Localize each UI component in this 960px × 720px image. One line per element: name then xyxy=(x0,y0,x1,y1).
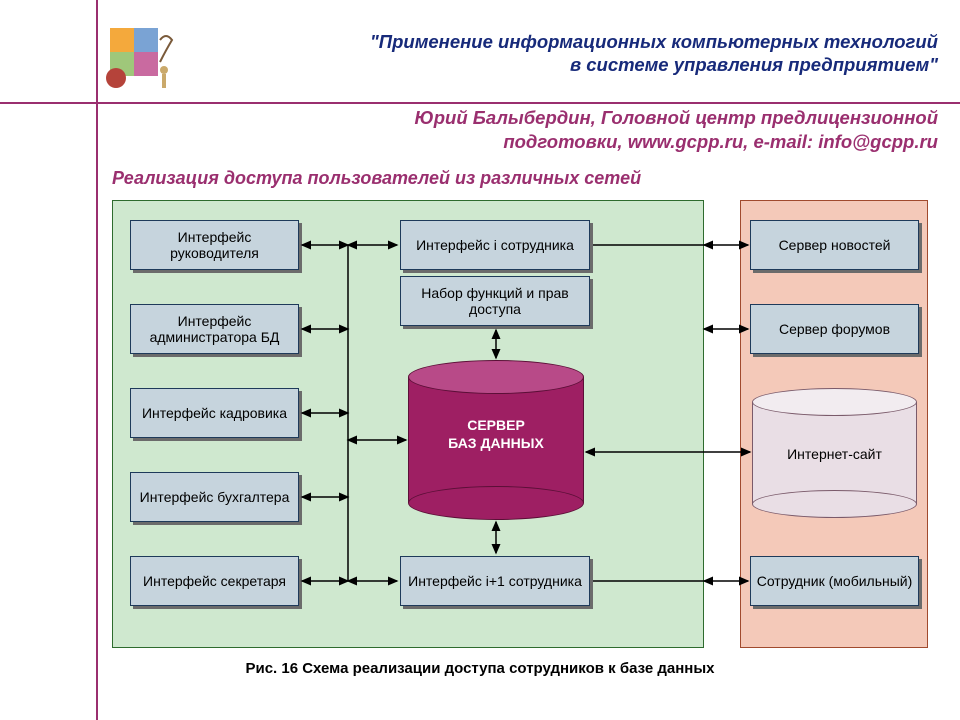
author-line1: Юрий Балыбердин, Головной центр предлице… xyxy=(414,107,938,128)
author-line2: подготовки, www.gcpp.ru, e-mail: info@gc… xyxy=(503,131,938,152)
box-interface-hr: Интерфейс кадровика xyxy=(130,388,299,438)
label: Набор функций и прав доступа xyxy=(405,285,585,317)
label: Сервер форумов xyxy=(779,321,890,337)
logo-icon xyxy=(100,20,180,98)
box-interface-manager: Интерфейс руководителя xyxy=(130,220,299,270)
box-mobile-employee: Сотрудник (мобильный) xyxy=(750,556,919,606)
label: Сотрудник (мобильный) xyxy=(757,573,913,589)
label: Интерфейс i+1 сотрудника xyxy=(408,573,582,589)
label: Интерфейс руководителя xyxy=(135,229,294,261)
site-label: Интернет-сайт xyxy=(787,446,882,462)
label: Интерфейс i сотрудника xyxy=(416,237,574,253)
box-interface-employee-i: Интерфейс i сотрудника xyxy=(400,220,590,270)
site-cylinder: Интернет-сайт xyxy=(752,388,917,518)
figure-caption: Рис. 16 Схема реализации доступа сотрудн… xyxy=(0,660,960,677)
label: Интерфейс кадровика xyxy=(142,405,287,421)
box-access-rights: Набор функций и прав доступа xyxy=(400,276,590,326)
page-title: "Применение информационных компьютерных … xyxy=(218,30,938,76)
subtitle: Реализация доступа пользователей из разл… xyxy=(112,168,641,189)
title-line2: в системе управления предприятием" xyxy=(570,54,938,75)
label: Сервер новостей xyxy=(779,237,891,253)
box-interface-dba: Интерфейс администратора БД xyxy=(130,304,299,354)
box-news-server: Сервер новостей xyxy=(750,220,919,270)
title-line1: "Применение информационных компьютерных … xyxy=(370,31,938,52)
box-interface-employee-i1: Интерфейс i+1 сотрудника xyxy=(400,556,590,606)
label: Интерфейс бухгалтера xyxy=(140,489,290,505)
decor-vertical-line xyxy=(96,0,98,720)
db-label-2: БАЗ ДАННЫХ xyxy=(448,435,544,451)
decor-horizontal-line xyxy=(0,102,960,104)
box-interface-accountant: Интерфейс бухгалтера xyxy=(130,472,299,522)
db-label-1: СЕРВЕР xyxy=(467,417,525,433)
db-cylinder: СЕРВЕР БАЗ ДАННЫХ xyxy=(408,360,584,520)
label: Интерфейс секретаря xyxy=(143,573,286,589)
box-interface-secretary: Интерфейс секретаря xyxy=(130,556,299,606)
author-line: Юрий Балыбердин, Головной центр предлице… xyxy=(190,106,938,153)
box-forum-server: Сервер форумов xyxy=(750,304,919,354)
label: Интерфейс администратора БД xyxy=(135,313,294,345)
